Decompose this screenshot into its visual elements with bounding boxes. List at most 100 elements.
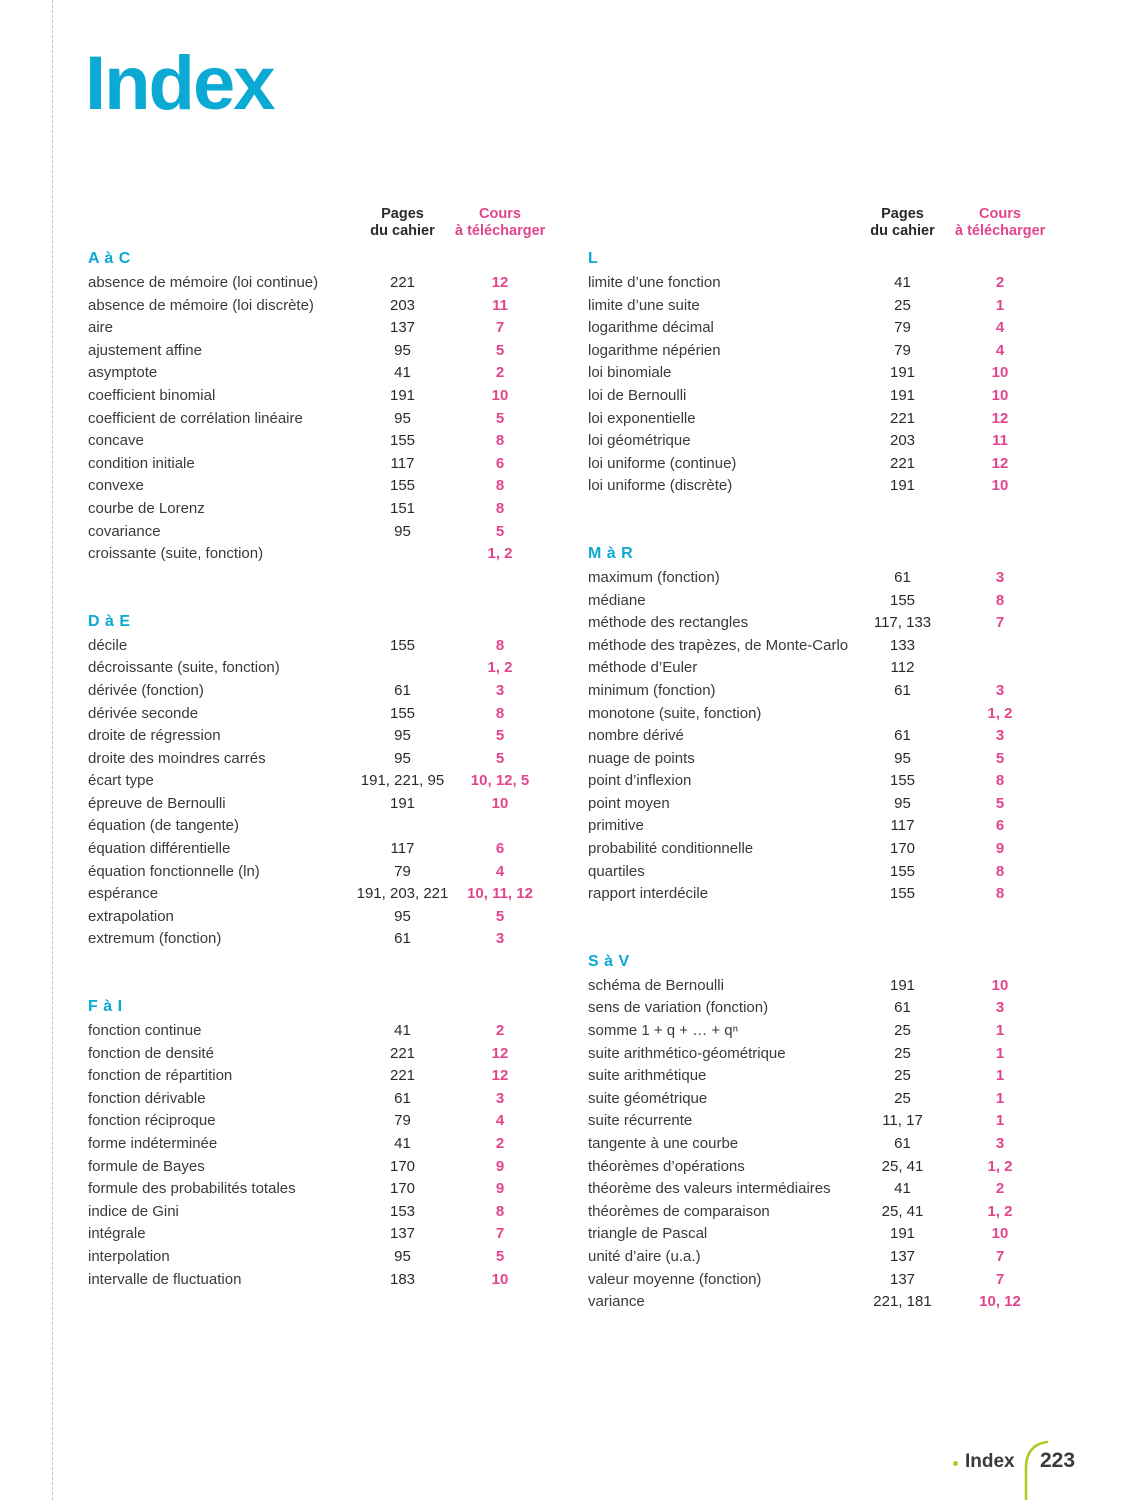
- index-entry-row: théorème des valeurs intermédiaires 41 2: [588, 1178, 1048, 1201]
- entry-pages: 95: [894, 794, 911, 812]
- column-header-row: Pages du cahier Cours à télécharger: [588, 206, 1048, 239]
- entry-term: rapport interdécile: [588, 885, 709, 903]
- entry-term: point d’inflexion: [588, 772, 692, 790]
- index-entry-row: médiane 155 8: [588, 590, 1048, 613]
- entry-term: droite des moindres carrés: [88, 749, 266, 767]
- index-entry-row: suite arithmétique 25 1: [588, 1065, 1048, 1088]
- entry-pages: 155: [889, 862, 916, 880]
- entry-cours: 9: [495, 1157, 505, 1175]
- entry-cours: 2: [495, 1022, 505, 1040]
- index-entry-row: concave 155 8: [88, 430, 548, 453]
- entry-pages: 117: [890, 817, 915, 835]
- entry-cours: 3: [495, 1089, 505, 1107]
- entry-cours: 7: [995, 1247, 1005, 1265]
- footer-bullet-dot: [953, 1461, 958, 1466]
- entry-pages: 191, 203, 221: [356, 885, 449, 903]
- entry-term: dérivée (fonction): [88, 681, 204, 699]
- entry-cours: 5: [495, 409, 505, 427]
- entry-term: absence de mémoire (loi discrète): [88, 296, 314, 314]
- entry-cours: 8: [495, 477, 505, 495]
- entry-term: théorème des valeurs intermédiaires: [588, 1180, 831, 1198]
- entry-pages: 155: [889, 591, 916, 609]
- index-entry-row: covariance 95 5: [88, 521, 548, 544]
- entry-cours: 1, 2: [487, 659, 513, 677]
- index-entry-row: triangle de Pascal 191 10: [588, 1223, 1048, 1246]
- entry-cours: 1: [995, 1112, 1005, 1130]
- entry-term: espérance: [88, 885, 159, 903]
- entry-term: méthode des rectangles: [588, 614, 749, 632]
- entry-cours: 8: [495, 704, 505, 722]
- entry-pages: 221: [889, 409, 916, 427]
- entry-pages: 79: [894, 319, 911, 337]
- entry-cours: 1: [995, 1067, 1005, 1085]
- entry-term: fonction réciproque: [88, 1112, 216, 1130]
- index-column-left: Pages du cahier Cours à télécharger A à …: [88, 206, 548, 1336]
- entry-pages: 95: [394, 1247, 411, 1265]
- entry-cours: 5: [495, 907, 505, 925]
- entry-cours: [455, 815, 545, 838]
- entry-cours: 10: [991, 1225, 1009, 1243]
- index-entry-row: absence de mémoire (loi discrète) 203 11: [88, 295, 548, 318]
- entry-pages: 25: [894, 1044, 911, 1062]
- entry-pages: 95: [894, 749, 911, 767]
- section-letter-heading: D à E: [88, 612, 131, 630]
- index-entry-row: coefficient de corrélation linéaire 95 5: [88, 408, 548, 431]
- pages-header-line2: du cahier: [370, 222, 435, 239]
- entry-term: loi uniforme (continue): [588, 454, 737, 472]
- entry-term: fonction continue: [88, 1022, 202, 1040]
- entry-cours: [955, 635, 1045, 658]
- entry-pages: [350, 543, 455, 566]
- entry-term: covariance: [88, 522, 161, 540]
- entry-pages: 137: [389, 1225, 416, 1243]
- entry-pages: 25: [894, 1089, 911, 1107]
- index-entry-row: fonction continue 41 2: [88, 1020, 548, 1043]
- index-entry-row: droite des moindres carrés 95 5: [88, 748, 548, 771]
- pages-header-line1: Pages: [381, 206, 424, 222]
- entry-pages: 137: [389, 319, 416, 337]
- index-entry-row: méthode d’Euler 112: [588, 657, 1048, 680]
- entry-pages: 221: [889, 454, 916, 472]
- entry-cours: 10: [491, 1270, 509, 1288]
- index-entry-row: forme indéterminée 41 2: [88, 1133, 548, 1156]
- entry-pages: 191: [889, 364, 916, 382]
- entry-pages: 25: [894, 1022, 911, 1040]
- entry-cours: 12: [491, 1067, 509, 1085]
- cours-column-header: Cours à télécharger: [955, 206, 1045, 239]
- index-entry-row: loi exponentielle 221 12: [588, 408, 1048, 431]
- entry-term: absence de mémoire (loi continue): [88, 274, 319, 291]
- index-entry-row: fonction réciproque 79 4: [88, 1110, 548, 1133]
- entry-term: valeur moyenne (fonction): [588, 1270, 762, 1288]
- entry-term: écart type: [88, 772, 154, 790]
- entry-pages: 95: [394, 341, 411, 359]
- entry-pages: 155: [389, 704, 416, 722]
- entry-term: théorèmes de comparaison: [588, 1202, 770, 1220]
- entry-term: coefficient binomial: [88, 386, 216, 404]
- entry-term: droite de régression: [88, 727, 221, 745]
- entry-term: somme 1 + q + … + qⁿ: [588, 1022, 739, 1040]
- entry-term: loi uniforme (discrète): [588, 477, 733, 495]
- entry-pages: 95: [394, 907, 411, 925]
- entry-pages: 221: [389, 1067, 416, 1085]
- entry-cours: 1, 2: [987, 1157, 1013, 1175]
- entry-pages: 41: [894, 1180, 911, 1198]
- footer-section-label: Index: [965, 1451, 1015, 1472]
- entry-term: sens de variation (fonction): [588, 999, 769, 1017]
- entry-pages: 191: [889, 1225, 916, 1243]
- index-section: D à E décile 155 8 décroissante (suite, fonc…: [88, 611, 548, 951]
- entry-cours: 1: [995, 1044, 1005, 1062]
- index-entry-row: fonction de densité 221 12: [88, 1043, 548, 1066]
- index-entry-row: primitive 117 6: [588, 815, 1048, 838]
- entry-cours: 3: [995, 999, 1005, 1017]
- entry-cours: 10: [991, 477, 1009, 495]
- index-entry-row: épreuve de Bernoulli 191 10: [88, 793, 548, 816]
- index-entry-row: somme 1 + q + … + qⁿ 25 1: [588, 1020, 1048, 1043]
- entry-term: équation fonctionnelle (ln): [88, 862, 260, 880]
- entry-pages: 191: [889, 386, 916, 404]
- entry-cours: [955, 657, 1045, 680]
- cours-header-line1: Cours: [479, 206, 521, 222]
- section-letter-heading: L: [588, 250, 599, 267]
- entry-pages: 11, 17: [882, 1112, 923, 1130]
